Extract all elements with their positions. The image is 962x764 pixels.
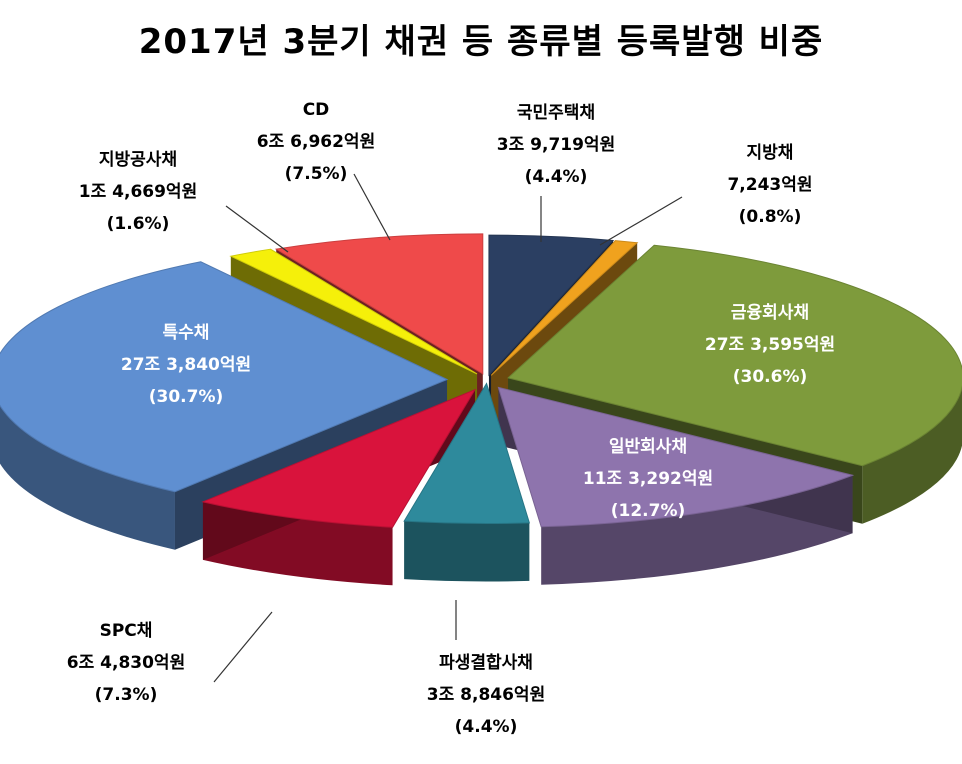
pie-slice-side-2 xyxy=(862,387,962,524)
pie-slice-2 xyxy=(507,244,962,467)
slice-amount-label-0: 3조 9,719억원 xyxy=(497,135,615,155)
slice-name-label-5: SPC채 xyxy=(100,621,153,641)
pie-slice-7 xyxy=(229,248,478,375)
pie-slice-0 xyxy=(488,234,615,377)
slice-percent-label-5: (7.3%) xyxy=(95,685,158,705)
slice-percent-label-8: (7.5%) xyxy=(285,164,348,184)
slice-percent-label-2: (30.6%) xyxy=(733,367,808,387)
slice-amount-label-6: 27조 3,840억원 xyxy=(121,355,251,375)
slice-percent-label-1: (0.8%) xyxy=(739,207,802,227)
pie-slice-1 xyxy=(490,240,639,376)
pie-slice-side-4 xyxy=(404,521,530,582)
pie-slice-4 xyxy=(403,382,531,524)
pie-slice-6 xyxy=(0,261,449,493)
slice-percent-label-4: (4.4%) xyxy=(455,717,518,737)
leader-line-8 xyxy=(353,173,391,241)
leader-line-5 xyxy=(213,611,273,683)
slice-name-label-3: 일반회사채 xyxy=(609,437,687,457)
slice-name-label-4: 파생결합사채 xyxy=(439,652,533,673)
chart-title: 2017년 3분기 채권 등 종류별 등록발행 비중 xyxy=(138,22,824,62)
slice-percent-label-0: (4.4%) xyxy=(525,167,588,187)
slice-amount-label-2: 27조 3,595억원 xyxy=(705,335,835,355)
slice-percent-label-3: (12.7%) xyxy=(611,501,686,521)
slice-name-label-8: CD xyxy=(303,100,330,120)
leader-line-1 xyxy=(599,196,683,246)
slice-name-label-2: 금융회사채 xyxy=(731,303,809,323)
pie-slice-side-6 xyxy=(0,405,175,550)
pie-slice-5 xyxy=(201,388,477,528)
slice-percent-label-7: (1.6%) xyxy=(107,214,170,234)
slice-amount-label-4: 3조 8,846억원 xyxy=(427,685,545,705)
pie-slice-3 xyxy=(497,386,855,528)
pie-slice-8 xyxy=(274,233,484,375)
slice-amount-label-3: 11조 3,292억원 xyxy=(583,469,713,489)
slice-amount-label-5: 6조 4,830억원 xyxy=(67,653,185,673)
slice-name-label-1: 지방채 xyxy=(747,143,794,163)
slice-amount-label-8: 6조 6,962억원 xyxy=(257,132,375,152)
slice-percent-label-6: (30.7%) xyxy=(149,387,224,407)
slice-name-label-0: 국민주택채 xyxy=(517,103,595,123)
slice-amount-label-7: 1조 4,669억원 xyxy=(79,182,197,202)
slice-name-label-6: 특수채 xyxy=(163,323,210,343)
leader-line-7 xyxy=(225,205,289,253)
slice-amount-label-1: 7,243억원 xyxy=(727,175,812,195)
slice-name-label-7: 지방공사채 xyxy=(99,150,177,170)
